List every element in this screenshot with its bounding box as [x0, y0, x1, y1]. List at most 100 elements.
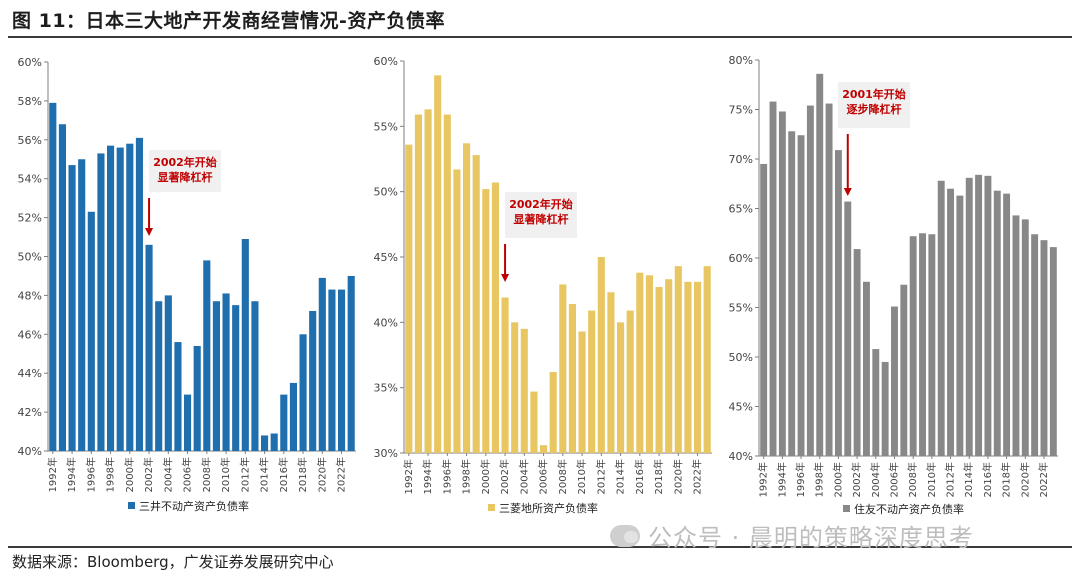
legend-label: 三井不动产资产负债率 [139, 499, 249, 513]
annotation-arrowhead [843, 188, 852, 196]
annotation-text: 逐步降杠杆 [847, 102, 902, 116]
bar-1992 [760, 163, 768, 456]
bar-2004 [520, 328, 528, 453]
x-tick-label: 2002年 [850, 462, 863, 497]
bottom-rule [8, 546, 1072, 548]
x-tick-label: 2022年 [335, 457, 348, 492]
bar-2009 [919, 233, 926, 456]
bar-2011 [937, 180, 945, 456]
x-tick-label: 2012年 [944, 462, 957, 497]
bar-2023 [703, 266, 711, 453]
y-tick-label: 40% [374, 316, 398, 329]
x-tick-label: 1998年 [104, 457, 117, 492]
x-tick-label: 2006年 [181, 457, 194, 492]
bar-2020 [318, 277, 326, 451]
x-tick-label: 2004年 [869, 462, 882, 497]
y-tick-label: 60% [729, 252, 753, 265]
y-tick-label: 55% [729, 302, 753, 315]
bar-2019 [1012, 215, 1020, 456]
bar-1996 [443, 114, 451, 453]
y-tick-label: 60% [374, 55, 398, 68]
y-tick-label: 50% [729, 351, 753, 364]
bar-2000 [126, 143, 134, 451]
x-tick-label: 2008年 [200, 457, 213, 492]
bar-1997 [97, 153, 105, 452]
bar-2006 [184, 394, 192, 451]
bar-2014 [261, 435, 269, 451]
x-tick-label: 1992年 [402, 459, 415, 494]
bar-1993 [769, 101, 777, 456]
bar-2016 [984, 175, 992, 456]
annotation-box [838, 82, 910, 128]
bar-2004 [164, 295, 172, 451]
bar-1992 [49, 102, 57, 451]
bar-2014 [965, 177, 973, 456]
bar-1993 [58, 124, 66, 452]
y-tick-label: 50% [18, 251, 42, 264]
bar-1994 [68, 165, 76, 451]
bar-2017 [645, 275, 653, 453]
x-tick-label: 2008年 [906, 462, 919, 497]
x-tick-label: 2008年 [556, 459, 569, 494]
bar-2015 [975, 174, 983, 456]
bar-2007 [193, 345, 201, 451]
x-tick-label: 2022年 [1037, 462, 1050, 497]
x-tick-label: 2002年 [142, 457, 155, 492]
bar-1994 [424, 109, 432, 453]
bar-2010 [222, 293, 230, 451]
bar-2002 [145, 244, 153, 451]
bar-1995 [78, 159, 86, 451]
annotation-text: 2002年开始 [509, 197, 573, 211]
bar-2009 [212, 301, 220, 451]
bar-1994 [778, 111, 786, 456]
bar-2019 [309, 310, 317, 451]
bar-2010 [928, 234, 936, 456]
y-tick-label: 80% [729, 54, 753, 67]
bar-2018 [1003, 193, 1011, 456]
bar-2014 [617, 322, 625, 453]
bar-2006 [540, 445, 548, 453]
watermark: 公众号 · 晨明的策略深度思考 [610, 518, 974, 553]
x-tick-label: 2010年 [219, 457, 232, 492]
wechat-icon [610, 524, 640, 547]
y-tick-label: 70% [729, 153, 753, 166]
bar-2009 [568, 304, 576, 453]
bar-2016 [636, 272, 644, 453]
bar-1995 [788, 131, 796, 456]
x-tick-label: 1998年 [813, 462, 826, 497]
bar-2013 [607, 292, 615, 453]
annotation-text: 2002年开始 [153, 155, 217, 169]
x-tick-label: 1994年 [775, 462, 788, 497]
x-tick-label: 2020年 [315, 457, 328, 492]
bar-2001 [844, 201, 852, 456]
x-tick-label: 1996年 [84, 457, 97, 492]
bar-2018 [299, 334, 307, 451]
y-tick-label: 45% [729, 401, 753, 414]
bar-1997 [453, 169, 461, 453]
y-tick-label: 40% [729, 450, 753, 463]
bar-2012 [241, 239, 249, 451]
y-tick-label: 42% [18, 406, 42, 419]
bar-2022 [694, 281, 702, 453]
y-tick-label: 55% [374, 120, 398, 133]
bar-2003 [863, 281, 870, 456]
bar-2023 [1049, 247, 1057, 456]
annotation-text: 2001年开始 [842, 87, 906, 101]
x-tick-label: 2020年 [1018, 462, 1031, 497]
x-tick-label: 2016年 [981, 462, 994, 497]
bar-2021 [328, 289, 336, 451]
y-tick-label: 52% [18, 212, 42, 225]
x-tick-label: 1992年 [757, 462, 770, 497]
bar-2022 [338, 289, 346, 451]
x-tick-label: 2002年 [498, 459, 511, 494]
bar-2008 [559, 284, 567, 453]
bar-1999 [825, 103, 833, 456]
y-tick-label: 58% [18, 95, 42, 108]
annotation-text: 显著降杠杆 [158, 170, 213, 184]
bar-1992 [405, 144, 413, 453]
bar-1999 [472, 155, 480, 453]
y-tick-label: 46% [18, 328, 42, 341]
bar-2005 [530, 391, 538, 453]
bar-2005 [174, 342, 182, 451]
x-tick-label: 2016年 [633, 459, 646, 494]
